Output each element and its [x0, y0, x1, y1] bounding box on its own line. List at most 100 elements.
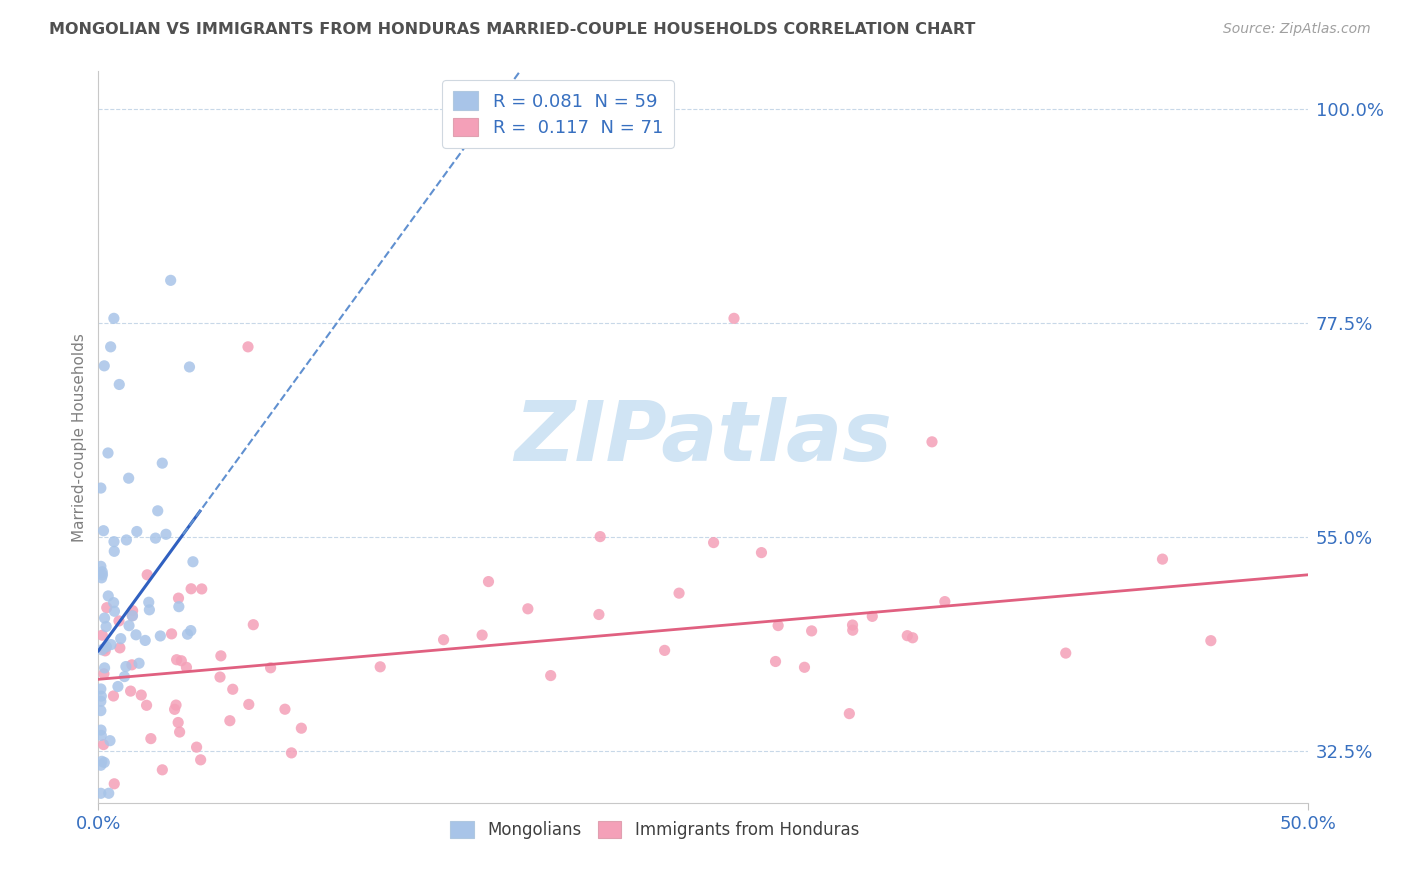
Point	[97, 589, 120, 603]
Point	[703, 535, 725, 549]
Point	[841, 618, 863, 632]
Point	[108, 377, 131, 392]
Point	[90, 758, 112, 772]
Point	[91, 628, 114, 642]
Point	[93, 524, 115, 538]
Point	[167, 591, 190, 606]
Point	[103, 777, 125, 791]
Point	[159, 273, 181, 287]
Point	[96, 640, 118, 654]
Point	[838, 706, 860, 721]
Point	[100, 638, 122, 652]
Point	[114, 670, 136, 684]
Point	[259, 661, 281, 675]
Point	[208, 670, 231, 684]
Point	[118, 471, 141, 485]
Point	[121, 608, 143, 623]
Point	[129, 688, 152, 702]
Point	[668, 586, 690, 600]
Point	[589, 530, 612, 544]
Point	[146, 504, 169, 518]
Point	[176, 627, 198, 641]
Point	[90, 786, 112, 800]
Point	[368, 660, 391, 674]
Point	[98, 733, 121, 747]
Point	[180, 624, 202, 638]
Point	[136, 567, 159, 582]
Point	[93, 738, 115, 752]
Point	[921, 434, 943, 449]
Point	[540, 668, 562, 682]
Point	[90, 754, 112, 768]
Point	[209, 648, 232, 663]
Point	[160, 627, 183, 641]
Point	[100, 340, 122, 354]
Point	[860, 609, 883, 624]
Point	[150, 456, 173, 470]
Point	[236, 340, 259, 354]
Point	[138, 595, 160, 609]
Point	[93, 756, 115, 770]
Point	[841, 623, 863, 637]
Point	[97, 446, 120, 460]
Point	[107, 680, 129, 694]
Point	[723, 311, 745, 326]
Point	[793, 660, 815, 674]
Point	[103, 534, 125, 549]
Point	[166, 653, 188, 667]
Point	[765, 655, 787, 669]
Point	[90, 559, 112, 574]
Point	[138, 603, 160, 617]
Point	[118, 618, 141, 632]
Point	[97, 786, 120, 800]
Point	[93, 661, 115, 675]
Point	[179, 359, 201, 374]
Point	[94, 619, 117, 633]
Point	[170, 654, 193, 668]
Point	[477, 574, 499, 589]
Point	[93, 359, 115, 373]
Point	[155, 527, 177, 541]
Point	[93, 611, 115, 625]
Point	[149, 629, 172, 643]
Point	[103, 596, 125, 610]
Point	[432, 632, 454, 647]
Point	[90, 681, 112, 696]
Point	[800, 624, 823, 638]
Point	[115, 659, 138, 673]
Point	[654, 643, 676, 657]
Point	[103, 604, 125, 618]
Point	[103, 544, 125, 558]
Legend: Mongolians, Immigrants from Honduras: Mongolians, Immigrants from Honduras	[444, 814, 866, 846]
Point	[121, 657, 143, 672]
Point	[90, 481, 112, 495]
Point	[93, 666, 115, 681]
Text: MONGOLIAN VS IMMIGRANTS FROM HONDURAS MARRIED-COUPLE HOUSEHOLDS CORRELATION CHAR: MONGOLIAN VS IMMIGRANTS FROM HONDURAS MA…	[49, 22, 976, 37]
Point	[471, 628, 494, 642]
Point	[934, 594, 956, 608]
Point	[238, 698, 260, 712]
Y-axis label: Married-couple Households: Married-couple Households	[72, 333, 87, 541]
Point	[169, 725, 191, 739]
Point	[91, 567, 114, 582]
Point	[145, 531, 167, 545]
Point	[135, 698, 157, 713]
Point	[176, 660, 198, 674]
Point	[180, 582, 202, 596]
Point	[274, 702, 297, 716]
Point	[93, 641, 115, 656]
Point	[90, 642, 112, 657]
Point	[121, 608, 143, 623]
Point	[181, 555, 204, 569]
Point	[90, 723, 112, 737]
Point	[190, 753, 212, 767]
Point	[94, 644, 117, 658]
Point	[90, 704, 112, 718]
Point	[90, 728, 112, 742]
Point	[139, 731, 162, 746]
Point	[1152, 552, 1174, 566]
Point	[108, 640, 131, 655]
Point	[134, 633, 156, 648]
Text: Source: ZipAtlas.com: Source: ZipAtlas.com	[1223, 22, 1371, 37]
Point	[120, 684, 142, 698]
